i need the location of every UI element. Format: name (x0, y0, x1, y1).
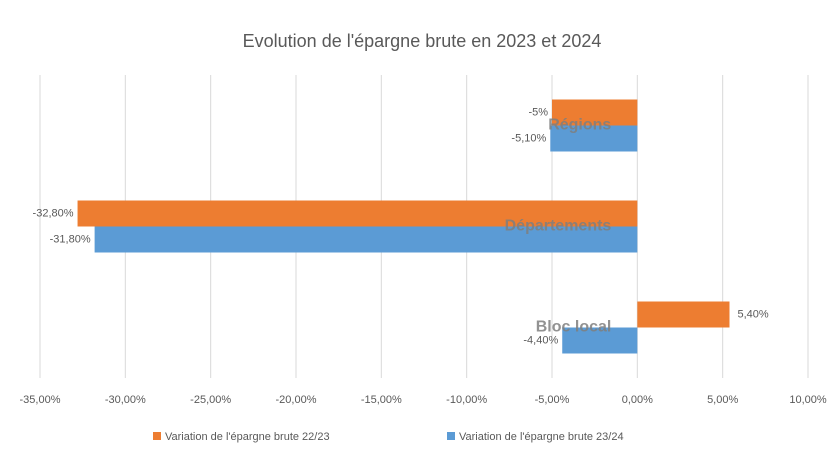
bar (77, 200, 638, 227)
bar (550, 125, 638, 152)
x-tick-label: -10,00% (446, 394, 487, 406)
x-tick-label: 5,00% (707, 394, 738, 406)
x-tick-label: 10,00% (789, 394, 827, 406)
x-tick-label: -20,00% (276, 394, 317, 406)
x-tick-label: -5,00% (535, 394, 570, 406)
legend-label: Variation de l'épargne brute 22/23 (165, 431, 330, 443)
x-tick-label: -35,00% (20, 394, 61, 406)
x-tick-label: 0,00% (622, 394, 653, 406)
bar (637, 301, 730, 328)
bar (552, 99, 638, 126)
bar (94, 226, 638, 253)
category-label: Bloc local (536, 319, 612, 336)
value-label: -4,40% (523, 334, 558, 346)
value-label: -31,80% (50, 233, 91, 245)
bar (562, 327, 638, 354)
value-label: -5% (528, 106, 548, 118)
chart-title: Evolution de l'épargne brute en 2023 et … (243, 31, 602, 51)
x-tick-label: -30,00% (105, 394, 146, 406)
category-label: Départements (505, 218, 612, 235)
legend-label: Variation de l'épargne brute 23/24 (459, 431, 624, 443)
x-tick-label: -15,00% (361, 394, 402, 406)
category-label: Régions (548, 117, 611, 134)
legend-swatch (447, 432, 455, 440)
x-tick-label: -25,00% (190, 394, 231, 406)
value-label: -5,10% (511, 132, 546, 144)
value-label: -32,80% (33, 207, 74, 219)
legend-swatch (153, 432, 161, 440)
value-label: 5,40% (737, 308, 768, 320)
